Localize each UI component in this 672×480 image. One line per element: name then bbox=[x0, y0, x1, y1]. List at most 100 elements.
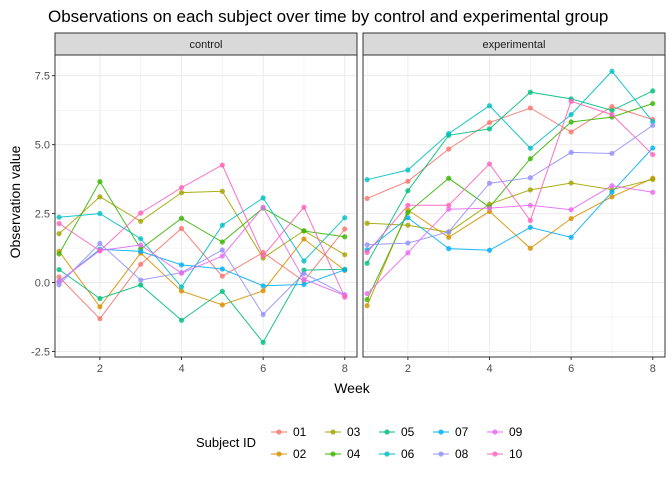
data-point bbox=[486, 205, 493, 211]
data-point bbox=[650, 176, 656, 182]
data-point bbox=[138, 210, 144, 216]
series-experimental-08 bbox=[364, 122, 656, 248]
legend-key-point bbox=[276, 451, 282, 457]
data-point bbox=[364, 177, 370, 183]
data-point bbox=[138, 242, 144, 248]
data-point bbox=[56, 214, 62, 220]
data-point bbox=[609, 183, 615, 189]
series-line bbox=[366, 177, 654, 306]
series-line bbox=[58, 190, 346, 259]
data-point bbox=[364, 195, 370, 202]
legend-item-07: 07 bbox=[433, 425, 469, 439]
data-point bbox=[342, 215, 348, 221]
data-point bbox=[178, 190, 185, 196]
data-point bbox=[650, 119, 656, 125]
data-point bbox=[527, 175, 533, 181]
legend-key-point bbox=[492, 451, 498, 457]
data-point bbox=[56, 274, 62, 280]
data-point bbox=[301, 228, 307, 234]
legend-item-08: 08 bbox=[433, 447, 469, 461]
data-point bbox=[178, 262, 185, 268]
y-tick-label: 7.5 bbox=[35, 71, 50, 83]
chart-title: Observations on each subject over time b… bbox=[48, 7, 608, 26]
legend-key-point bbox=[384, 429, 390, 435]
data-point bbox=[568, 215, 574, 222]
data-point bbox=[568, 149, 574, 155]
data-point bbox=[405, 167, 411, 173]
data-point bbox=[446, 146, 452, 152]
data-point bbox=[342, 226, 348, 232]
legend: Subject ID 01 02 03 04 05 06 07 08 09 10 bbox=[196, 425, 523, 461]
legend-label: 06 bbox=[401, 447, 415, 461]
y-tick-label: 0.0 bbox=[35, 278, 50, 290]
data-point bbox=[527, 187, 533, 193]
data-point bbox=[568, 119, 574, 125]
data-point bbox=[260, 283, 266, 289]
data-point bbox=[178, 185, 185, 191]
data-point bbox=[138, 277, 144, 283]
data-point bbox=[486, 180, 493, 186]
data-point bbox=[405, 222, 411, 228]
data-point bbox=[138, 282, 144, 288]
data-point bbox=[446, 246, 452, 252]
data-point bbox=[446, 131, 452, 137]
data-point bbox=[178, 270, 185, 276]
legend-key-point bbox=[438, 451, 444, 457]
data-point bbox=[650, 189, 656, 195]
data-point bbox=[446, 202, 452, 208]
legend-key-point bbox=[276, 429, 282, 435]
legend-key-point bbox=[492, 429, 498, 435]
data-point bbox=[97, 210, 103, 217]
series-line bbox=[366, 90, 654, 264]
data-point bbox=[97, 295, 103, 302]
data-point bbox=[527, 217, 533, 224]
data-point bbox=[97, 240, 103, 246]
series-line bbox=[58, 238, 346, 308]
data-point bbox=[56, 220, 62, 227]
series-line bbox=[58, 180, 345, 255]
legend-key-point bbox=[438, 429, 444, 435]
data-point bbox=[486, 126, 493, 132]
panel-border bbox=[362, 54, 666, 358]
data-point bbox=[405, 178, 411, 184]
y-axis-title: Observation value bbox=[7, 145, 23, 258]
x-axis-title: Week bbox=[334, 380, 371, 396]
legend-key-point bbox=[330, 451, 336, 457]
series-line bbox=[367, 178, 653, 233]
x-tick-label: 2 bbox=[405, 363, 411, 375]
data-point bbox=[178, 215, 185, 221]
data-point bbox=[138, 236, 144, 242]
data-point bbox=[260, 311, 266, 318]
data-point bbox=[568, 207, 574, 213]
legend-label: 10 bbox=[509, 447, 523, 461]
data-point bbox=[405, 240, 411, 246]
legend-item-02: 02 bbox=[271, 447, 307, 461]
series-control-05 bbox=[56, 266, 348, 345]
series-line bbox=[366, 185, 653, 294]
data-point bbox=[609, 150, 615, 157]
data-point bbox=[364, 249, 370, 256]
legend-label: 09 bbox=[509, 425, 523, 439]
data-point bbox=[527, 89, 533, 95]
x-tick-label: 6 bbox=[568, 363, 574, 375]
data-point bbox=[364, 242, 370, 248]
data-point bbox=[178, 317, 185, 323]
series-line bbox=[366, 147, 654, 251]
data-point bbox=[219, 253, 225, 259]
legend-label: 04 bbox=[347, 447, 361, 461]
data-point bbox=[138, 218, 144, 224]
data-point bbox=[364, 297, 370, 303]
x-tick-label: 6 bbox=[260, 363, 266, 375]
strip-label-control: control bbox=[189, 39, 222, 51]
data-point bbox=[527, 105, 533, 111]
series-experimental-10 bbox=[364, 98, 656, 256]
legend-label: 03 bbox=[347, 425, 361, 439]
data-point bbox=[219, 266, 225, 272]
data-point bbox=[568, 180, 574, 186]
plot-panels: control 2 4 6 8 -2.5 0.0 2.5 5.0 7.5 experimental 2… bbox=[31, 32, 666, 375]
data-point bbox=[97, 194, 103, 200]
data-point bbox=[364, 303, 370, 309]
data-point bbox=[486, 103, 493, 109]
data-point bbox=[609, 107, 615, 114]
